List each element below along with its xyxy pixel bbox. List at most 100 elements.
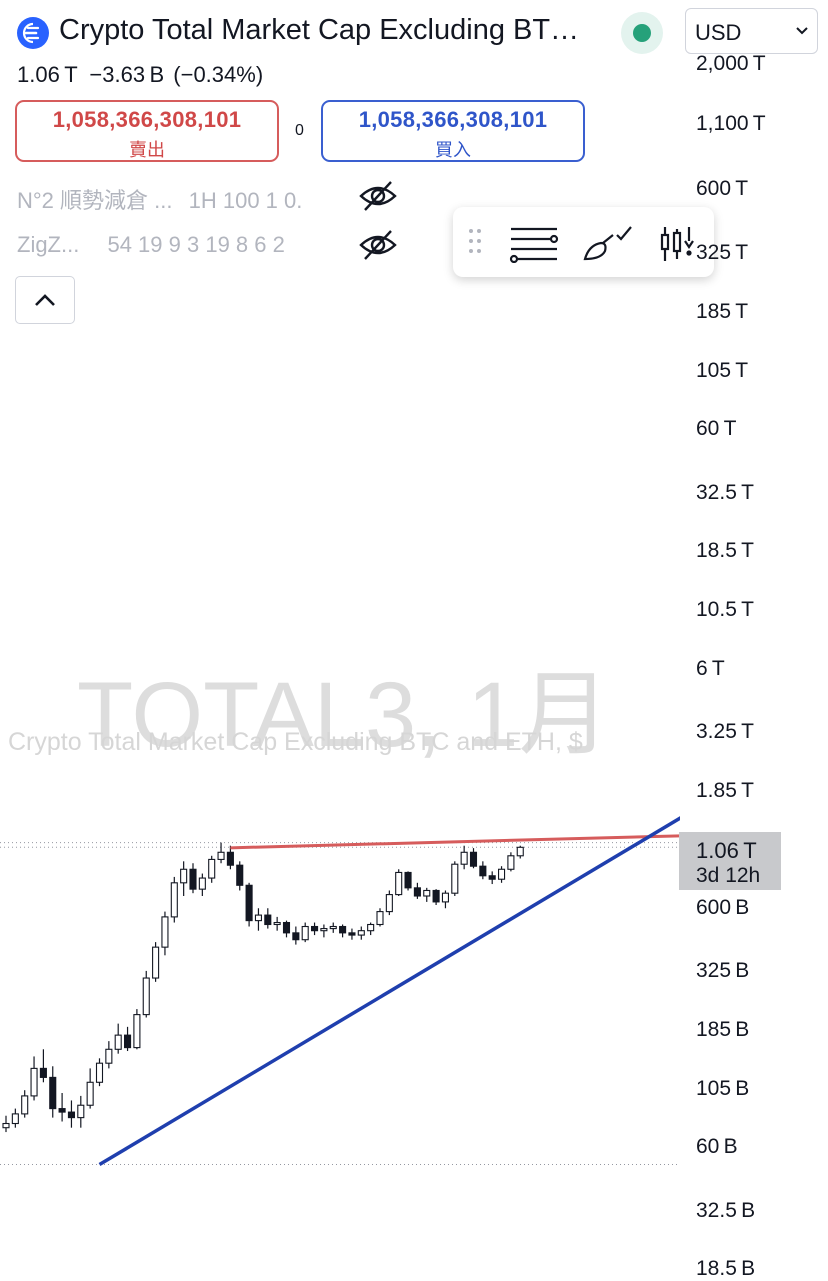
eye-off-icon[interactable]: [357, 229, 399, 261]
candle-body: [49, 1076, 57, 1110]
axis-label: 32.5 B: [696, 1199, 756, 1222]
candle-body: [170, 882, 178, 918]
candle-body: [133, 1014, 141, 1049]
candle-body: [180, 868, 188, 884]
candle-body: [395, 871, 403, 896]
candle-body: [226, 851, 234, 866]
candle-body: [320, 928, 328, 932]
chevron-down-icon: [796, 27, 808, 35]
candle-body: [479, 865, 487, 877]
axis-label: 18.5 B: [696, 1257, 756, 1280]
candle-body: [441, 892, 450, 903]
currency-value: USD: [695, 20, 742, 45]
candle-body: [348, 932, 356, 936]
price-line: 1.06 T −3.63 B (−0.34%): [17, 62, 263, 88]
candle-body: [198, 877, 206, 890]
candle-body: [11, 1113, 19, 1125]
coin-logo-icon: [17, 17, 49, 49]
candle-body: [432, 889, 440, 903]
candle-body: [329, 925, 337, 930]
candle-body: [339, 925, 347, 934]
candle-body: [282, 921, 291, 934]
price-change-percent: (−0.34%): [173, 62, 264, 87]
axis-label: 105 T: [696, 359, 749, 382]
indicator-1[interactable]: N°2 順勢減倉 ... 1H 100 1 0.: [17, 183, 302, 215]
candle-body: [142, 977, 150, 1016]
bar-countdown: 3d 12h: [696, 864, 761, 887]
market-open-dot-icon: [621, 12, 663, 54]
candle-body: [67, 1111, 75, 1119]
buy-label: 買入: [435, 140, 471, 160]
candle-body: [254, 914, 262, 922]
indicator-2-name: ZigZ...: [17, 232, 80, 257]
candle-body: [385, 894, 393, 913]
currency-select[interactable]: USD: [685, 8, 818, 54]
candle-body: [95, 1062, 104, 1083]
candle-body: [21, 1095, 29, 1115]
candle-body: [516, 846, 524, 857]
candle-body: [30, 1067, 38, 1097]
sell-button[interactable]: 1,058,366,308,101 賣出: [15, 100, 279, 162]
trend-line[interactable]: [98, 789, 681, 1167]
candle-body: [114, 1034, 122, 1050]
candle-body: [152, 946, 160, 979]
candle-body: [208, 858, 216, 879]
axis-label: 60 B: [696, 1135, 738, 1158]
indicator-1-name: N°2 順勢減倉 ...: [17, 188, 173, 213]
candle-body: [77, 1104, 85, 1119]
candle-body: [413, 887, 421, 897]
candle-body: [460, 851, 468, 865]
candle-body: [217, 851, 225, 860]
indicator-1-values: 1H 100 1 0.: [188, 188, 303, 213]
spread-value: 0: [295, 122, 304, 139]
candlestick-tool-icon[interactable]: [659, 225, 699, 263]
candle-body: [264, 914, 272, 926]
price-change: −3.63 B: [89, 62, 165, 87]
candle-body: [404, 871, 412, 889]
axis-label: 1.85 T: [696, 779, 754, 802]
drag-handle-icon[interactable]: [467, 225, 483, 259]
axis-label: 325 B: [696, 959, 750, 982]
candle-body: [58, 1108, 66, 1113]
candle-body: [292, 932, 300, 941]
axis-label: 185 T: [696, 300, 749, 323]
candle-body: [469, 851, 478, 867]
candle-body: [301, 925, 309, 941]
candle-body: [189, 868, 197, 890]
axis-label: 600 B: [696, 896, 750, 919]
candle-body: [161, 916, 169, 948]
resistance-line[interactable]: [230, 834, 680, 850]
buy-button[interactable]: 1,058,366,308,101 買入: [321, 100, 585, 162]
candle-body: [105, 1048, 113, 1064]
axis-label: 600 T: [696, 177, 749, 200]
candle-body: [423, 889, 431, 897]
axis-label: 3.25 T: [696, 720, 754, 743]
symbol-title[interactable]: Crypto Total Market Cap Excluding BT…: [59, 14, 580, 46]
collapse-legend-button[interactable]: [15, 276, 75, 324]
candle-body: [236, 864, 244, 886]
axis-label: 6 T: [696, 657, 725, 680]
candle-body: [273, 921, 281, 926]
candle-body: [245, 884, 253, 922]
candle-body: [86, 1081, 94, 1106]
price-chart[interactable]: [0, 0, 680, 1280]
axis-label: 1,100 T: [696, 112, 766, 135]
axis-label: 10.5 T: [696, 598, 754, 621]
indicator-2-values: 54 19 9 3 19 8 6 2: [107, 232, 285, 257]
brush-tool-icon[interactable]: [583, 225, 633, 263]
chevron-up-icon: [35, 294, 55, 306]
candle-body: [357, 930, 365, 936]
candle-body: [2, 1122, 10, 1129]
sell-price: 1,058,366,308,101: [52, 107, 242, 132]
current-price-tag: 1.06 T 3d 12h: [679, 832, 781, 890]
candle-body: [367, 923, 375, 932]
current-price-label: 1.06 T: [696, 838, 757, 863]
watermark-symbol: TOTAL3, 1月: [77, 664, 611, 766]
sell-label: 賣出: [129, 140, 165, 160]
indicator-2[interactable]: ZigZ... 54 19 9 3 19 8 6 2: [17, 232, 285, 258]
axis-label: 325 T: [696, 241, 749, 264]
horizontal-lines-tool-icon[interactable]: [509, 225, 559, 263]
eye-off-icon[interactable]: [357, 180, 399, 212]
candle-body: [124, 1034, 132, 1049]
last-price: 1.06 T: [17, 62, 78, 87]
